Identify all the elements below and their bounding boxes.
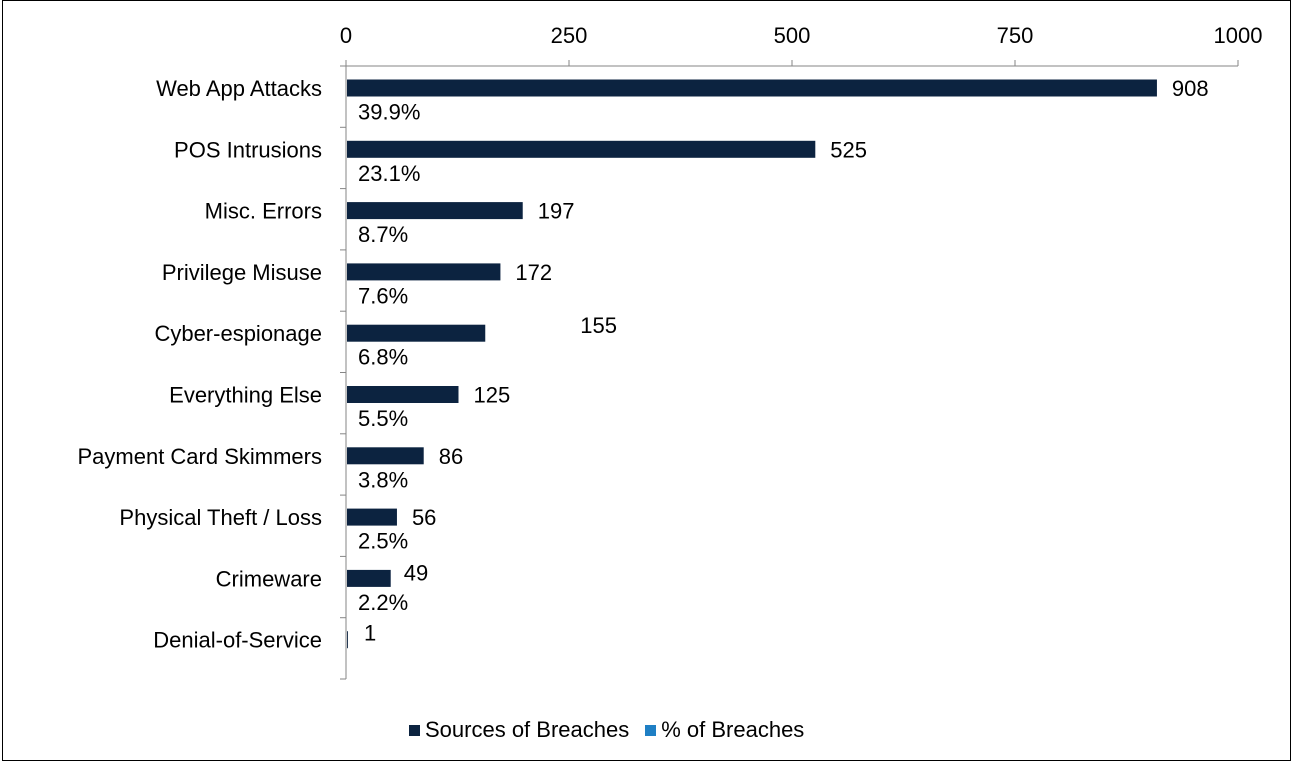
legend-swatch-percent	[645, 724, 657, 736]
percent-label: 3.8%	[358, 467, 408, 492]
percent-label: 6.8%	[358, 345, 408, 370]
bar-value-label: 86	[439, 444, 463, 469]
legend-item-sources: Sources of Breaches	[409, 717, 629, 743]
percent-label: 39.9%	[358, 100, 420, 125]
bar-value-label: 49	[404, 560, 428, 585]
bar	[347, 508, 397, 526]
bar-value-label: 908	[1172, 76, 1209, 101]
bar-value-label: 125	[474, 383, 511, 408]
x-tick-label: 500	[774, 23, 811, 48]
bar-value-label: 1	[364, 621, 376, 646]
bar	[347, 386, 459, 403]
category-label: Everything Else	[169, 383, 322, 408]
x-tick-label: 1000	[1214, 23, 1263, 48]
legend-label-percent: % of Breaches	[661, 717, 805, 742]
legend: Sources of Breaches % of Breaches	[409, 717, 820, 743]
x-tick-label: 250	[551, 23, 588, 48]
bar-value-label: 525	[830, 137, 867, 162]
bar	[347, 263, 501, 281]
percent-label: 8.7%	[358, 222, 408, 247]
bar	[347, 79, 1157, 97]
category-label: Web App Attacks	[156, 76, 322, 101]
bar-chart: 0 250 500 750 1000 Web App Attacks 908 39.9% POS…	[77, 23, 1263, 680]
bar-value-label: 155	[580, 313, 617, 338]
percent-label: 2.2%	[358, 590, 408, 615]
category-label: Crimeware	[216, 566, 322, 591]
category-label: POS Intrusions	[174, 137, 322, 162]
category-label: Physical Theft / Loss	[119, 505, 322, 530]
percent-label: 2.5%	[358, 529, 408, 554]
category-label: Cyber-espionage	[154, 321, 322, 346]
category-label: Privilege Misuse	[162, 260, 322, 285]
bar	[347, 140, 816, 158]
legend-swatch-sources	[409, 724, 420, 736]
legend-label-sources: Sources of Breaches	[425, 717, 630, 742]
x-tick-label: 750	[997, 23, 1034, 48]
category-label: Misc. Errors	[205, 199, 322, 224]
category-label: Denial-of-Service	[153, 628, 322, 653]
bar	[347, 202, 523, 220]
x-tick-label: 0	[340, 23, 352, 48]
percent-label: 23.1%	[358, 161, 420, 186]
percent-label: 7.6%	[358, 283, 408, 308]
bar	[347, 447, 424, 465]
category-label: Payment Card Skimmers	[77, 444, 322, 469]
bar-value-label: 56	[412, 505, 436, 530]
percent-label: 5.5%	[358, 406, 408, 431]
bar	[347, 324, 486, 342]
bar-value-label: 172	[515, 260, 552, 285]
bar-value-label: 197	[538, 199, 575, 224]
legend-item-percent: % of Breaches	[645, 717, 804, 743]
bar	[347, 569, 391, 587]
bar	[347, 631, 348, 649]
